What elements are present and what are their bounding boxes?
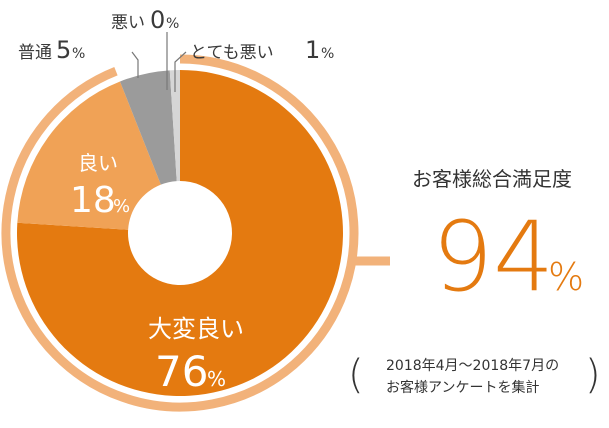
callout-label-very-bad: とても悪い	[190, 43, 274, 63]
donut-slice-very-good	[17, 70, 344, 397]
slice-label-good-value: 18	[70, 180, 116, 221]
slice-label-very-good-name: 大変良い	[148, 315, 244, 343]
satisfaction-unit: %	[548, 255, 584, 299]
callout-label-normal: 普通	[18, 43, 52, 63]
callout-normal: 普通 5 %	[18, 36, 85, 64]
slice-label-good-unit: %	[113, 196, 130, 217]
callout-value-normal: 5	[56, 36, 71, 64]
satisfaction-value: 94	[432, 201, 554, 313]
leader-line-normal	[131, 51, 139, 78]
note-line-2: お客様アンケートを集計	[386, 379, 539, 396]
callout-very-bad: とても悪い 1 %	[190, 36, 334, 64]
donut-slice-good	[17, 81, 161, 230]
slice-label-good: 良い 18 %	[70, 151, 130, 221]
callout-value-bad: 0	[150, 6, 165, 34]
note-line-1: 2018年4月～2018年7月の	[386, 358, 559, 374]
callout-value-very-bad: 1	[305, 36, 320, 64]
callout-unit-very-bad: %	[321, 46, 334, 62]
leader-lines	[131, 32, 187, 92]
slice-label-good-name: 良い	[78, 151, 118, 175]
note-paren-left: (	[348, 352, 364, 398]
slice-label-very-good-value: 76	[155, 347, 208, 396]
leader-line-very-bad	[174, 51, 187, 92]
donut-slices	[17, 70, 344, 397]
slice-label-very-good: 大変良い 76 %	[148, 315, 244, 396]
donut-slice-very-bad	[169, 70, 180, 182]
callout-label-bad: 悪い	[111, 13, 145, 33]
callout-unit-normal: %	[72, 46, 85, 62]
callout-unit-bad: %	[166, 16, 179, 32]
callout-bad: 悪い 0 %	[111, 6, 179, 34]
satisfaction-highlight-ring	[1, 54, 359, 412]
note-paren-right: )	[585, 352, 601, 398]
satisfaction-title: お客様総合満足度	[412, 167, 572, 191]
slice-label-very-good-unit: %	[207, 367, 226, 391]
donut-slice-normal	[119, 70, 177, 185]
